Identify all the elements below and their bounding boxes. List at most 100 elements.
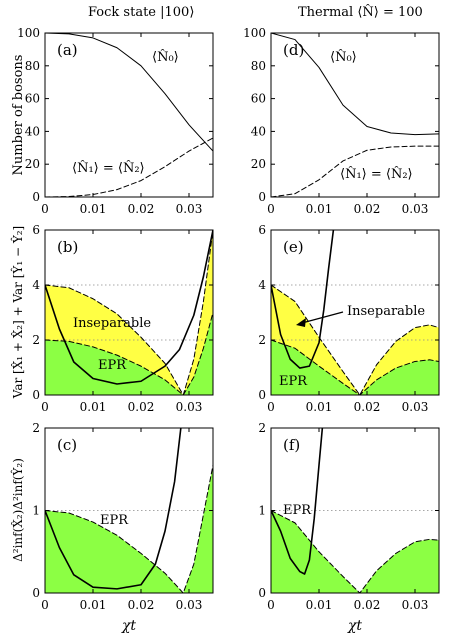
- column-title-right: Thermal ⟨N̂⟩ = 100: [298, 5, 423, 20]
- panel-f: 0 0.01 0.02 0.03 0 1 2 (f) EPR: [258, 421, 440, 612]
- y-tick-label: 80: [251, 59, 266, 73]
- axes-frame: [44, 229, 214, 396]
- epr-region: [45, 465, 213, 593]
- y-tick-label: 0: [32, 388, 40, 402]
- panel-label: (b): [57, 238, 78, 256]
- x-tick-label: 0.03: [402, 598, 429, 612]
- x-tick-label: 0.03: [176, 202, 203, 216]
- solid-curve: [271, 230, 335, 369]
- epr-region: [271, 510, 439, 593]
- annotation-label: Inseparable: [347, 304, 425, 319]
- x-axis-label-left: χt: [121, 618, 136, 634]
- annotation-label: EPR: [100, 513, 129, 528]
- panel-a: 0 0.01 0.02 0.03 0 20 40 60 80 100 (a) ⟨N̂₀⟩ ⟨N̂₁⟩ =…: [17, 26, 214, 216]
- column-title-left: Fock state |100⟩: [88, 5, 195, 20]
- x-tick-label: 0.02: [128, 400, 155, 414]
- dashed-curve: [45, 230, 213, 395]
- y-tick-label: 4: [258, 278, 266, 292]
- y-tick-label: 60: [25, 92, 40, 106]
- annotation-label: EPR: [283, 503, 312, 518]
- panel-label: (f): [283, 436, 300, 454]
- dashed-curve: [271, 339, 439, 395]
- dashed-curve: [271, 145, 439, 197]
- solid-curve: [45, 33, 213, 152]
- annotation-label: ⟨N̂₁⟩ = ⟨N̂₂⟩: [340, 166, 413, 182]
- arrow-head: [296, 318, 306, 327]
- y-tick-label: 2: [258, 421, 266, 435]
- x-tick-label: 0.01: [306, 400, 333, 414]
- y-tick-label: 40: [251, 124, 266, 138]
- annotation-label: ⟨N̂₀⟩: [330, 49, 357, 65]
- y-tick-label: 60: [251, 92, 266, 106]
- dashed-curve: [45, 464, 213, 593]
- y-tick-label: 1: [32, 504, 40, 518]
- y-axis-label-row3: Δ²inf(X̂₂)Δ²inf(Ŷ₂): [10, 458, 25, 562]
- x-tick-label: 0.02: [354, 400, 381, 414]
- x-tick-label: 0: [41, 400, 49, 414]
- y-tick-label: 2: [258, 333, 266, 347]
- y-axis-label-row2: Var [X̂₁ + X̂₂] + Var [Ŷ₁ − Ŷ₂]: [10, 226, 25, 400]
- axes-frame: [44, 32, 214, 198]
- x-tick-label: 0.01: [80, 598, 107, 612]
- panel-label: (e): [283, 238, 304, 256]
- x-tick-label: 0.02: [354, 598, 381, 612]
- x-axis-label-right: χt: [347, 618, 362, 634]
- x-tick-label: 0.02: [128, 598, 155, 612]
- y-tick-label: 0: [258, 586, 266, 600]
- x-tick-label: 0.01: [80, 400, 107, 414]
- y-tick-label: 0: [258, 388, 266, 402]
- y-tick-label: 2: [32, 421, 40, 435]
- axes-frame: [270, 32, 440, 198]
- panel-label: (c): [57, 436, 77, 454]
- panel-label: (a): [57, 41, 78, 59]
- panel-d: 0 0.01 0.02 0.03 0 20 40 60 80 100 (d) ⟨N̂₀⟩ ⟨N̂₁⟩ =…: [243, 26, 440, 216]
- solid-curve: [271, 33, 439, 136]
- x-tick-label: 0: [41, 598, 49, 612]
- panel-c: 0 0.01 0.02 0.03 0 1 2 (c) EPR: [32, 421, 214, 612]
- y-tick-label: 0: [32, 190, 40, 204]
- y-tick-label: 6: [258, 223, 266, 237]
- y-tick-label: 20: [25, 157, 40, 171]
- panel-b: 0 0.01 0.02 0.03 0 2 4 6 (b) Inseparable EPR: [32, 223, 214, 414]
- y-tick-label: 4: [32, 278, 40, 292]
- y-tick-label: 40: [25, 124, 40, 138]
- y-tick-label: 100: [243, 26, 266, 40]
- arrow-line: [301, 311, 344, 324]
- solid-curve: [271, 428, 324, 575]
- x-tick-label: 0: [267, 598, 275, 612]
- x-tick-label: 0: [267, 400, 275, 414]
- y-tick-label: 100: [17, 26, 40, 40]
- annotation-label: ⟨N̂₁⟩ = ⟨N̂₂⟩: [72, 160, 145, 176]
- panel-label: (d): [283, 41, 304, 59]
- solid-curve: [45, 428, 182, 590]
- y-axis-label-row1: Number of bosons: [11, 55, 26, 176]
- annotation-label: EPR: [279, 374, 308, 389]
- x-tick-label: 0.02: [354, 202, 381, 216]
- x-tick-label: 0.03: [176, 598, 203, 612]
- x-tick-label: 0.01: [306, 202, 333, 216]
- x-tick-label: 0: [267, 202, 275, 216]
- y-tick-label: 0: [32, 586, 40, 600]
- panel-e: 0 0.01 0.02 0.03 0 2 4 6 (e) Inseparable EPR: [258, 223, 440, 414]
- y-tick-label: 0: [258, 190, 266, 204]
- annotation-label: EPR: [98, 358, 127, 373]
- dashed-curve: [271, 510, 439, 593]
- x-tick-label: 0.03: [402, 400, 429, 414]
- x-tick-label: 0.01: [306, 598, 333, 612]
- x-tick-label: 0.03: [402, 202, 429, 216]
- y-tick-label: 80: [25, 59, 40, 73]
- x-tick-label: 0.02: [128, 202, 155, 216]
- dashed-curve: [271, 284, 439, 395]
- y-tick-label: 6: [32, 223, 40, 237]
- x-tick-label: 0.01: [80, 202, 107, 216]
- axes-frame: [270, 229, 440, 396]
- solid-curve: [45, 230, 213, 385]
- annotation-label: Inseparable: [73, 316, 151, 331]
- annotation-label: ⟨N̂₀⟩: [152, 49, 179, 65]
- epr-region: [271, 340, 439, 395]
- y-tick-label: 20: [251, 157, 266, 171]
- dashed-curve: [45, 137, 213, 197]
- y-tick-label: 2: [32, 333, 40, 347]
- x-tick-label: 0.03: [176, 400, 203, 414]
